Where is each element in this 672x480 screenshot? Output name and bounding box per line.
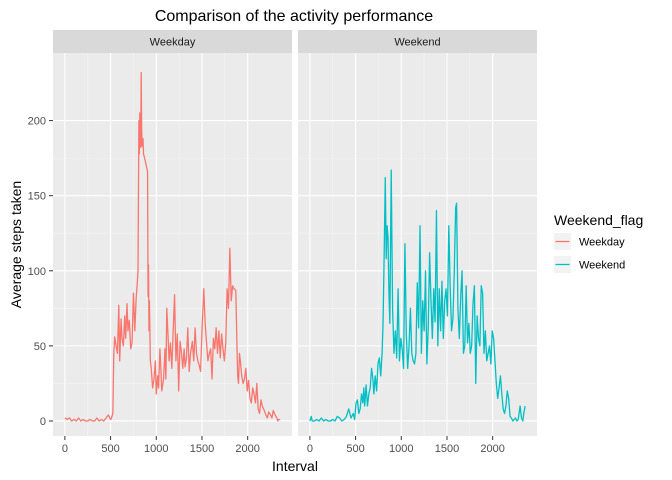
y-tick-label: 50 xyxy=(34,341,46,353)
panel-background-weekend xyxy=(298,53,537,436)
x-tick-label: 2000 xyxy=(235,443,259,455)
x-tick-label: 0 xyxy=(307,443,313,455)
series-lines xyxy=(64,71,526,422)
x-tick-label: 1000 xyxy=(389,443,413,455)
series-line-weekday xyxy=(64,71,281,422)
y-tick-label: 0 xyxy=(40,416,46,428)
x-tick-label: 2000 xyxy=(480,443,504,455)
legend-label: Weekend xyxy=(579,260,625,272)
grid-lines xyxy=(53,53,537,436)
axes: 0 500 1000 1500 2000 0 500 1000 1500 2000 0 50 100 15… xyxy=(28,116,505,455)
facet-strip-weekend xyxy=(298,30,537,53)
facet-label-weekday: Weekday xyxy=(150,37,196,49)
chart-title: Comparison of the activity performance xyxy=(155,8,433,25)
facet-strip-weekday xyxy=(53,30,292,53)
legend: Weekend_flag Weekday Weekend xyxy=(554,212,643,273)
y-tick-label: 200 xyxy=(28,116,46,128)
y-tick-label: 100 xyxy=(28,266,46,278)
facet-label-weekend: Weekend xyxy=(394,37,440,49)
x-tick-label: 500 xyxy=(346,443,364,455)
y-tick-label: 150 xyxy=(28,191,46,203)
x-tick-label: 1500 xyxy=(190,443,214,455)
legend-label: Weekday xyxy=(579,237,625,249)
x-tick-label: 500 xyxy=(101,443,119,455)
x-tick-label: 1000 xyxy=(144,443,168,455)
x-tick-label: 1500 xyxy=(435,443,459,455)
series-line-weekend xyxy=(309,169,526,422)
y-axis-label: Average steps taken xyxy=(8,181,24,308)
x-tick-label: 0 xyxy=(62,443,68,455)
panel-background-weekday xyxy=(53,53,292,436)
legend-title: Weekend_flag xyxy=(554,212,643,228)
x-axis-label: Interval xyxy=(272,458,318,474)
